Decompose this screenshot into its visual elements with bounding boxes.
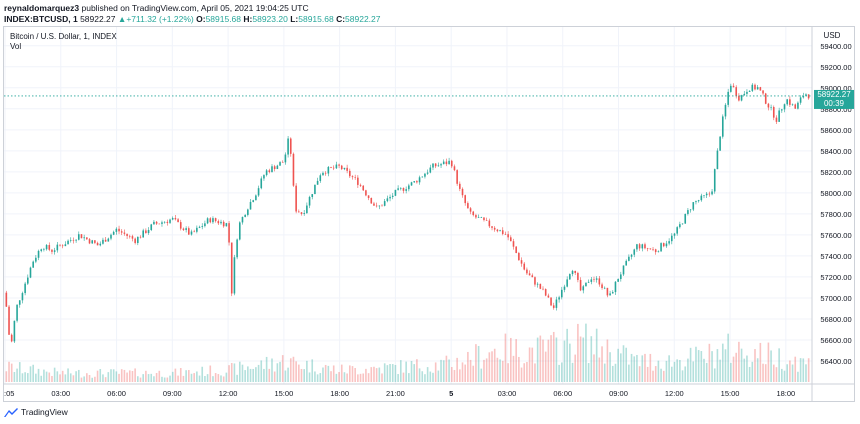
open-label: O: (196, 14, 206, 24)
tradingview-logo-text: TradingView (21, 407, 68, 417)
low-value: 58915.68 (298, 14, 334, 24)
close-value: 58922.27 (345, 14, 381, 24)
chart-frame[interactable] (3, 26, 855, 402)
open-value: 58915.68 (205, 14, 242, 24)
publish-info: published on TradingView.com, April 05, … (81, 3, 309, 13)
volume-indicator-label[interactable]: Vol (10, 42, 22, 51)
last-value: 58922.27 (80, 14, 116, 24)
low-label: L: (290, 14, 299, 24)
change-value: +711.32 (+1.22%) (126, 14, 194, 24)
high-value: 58923.20 (252, 14, 288, 24)
author-name[interactable]: reynaldomarquez3 (4, 3, 80, 13)
ohlc-line: INDEX:BTCUSD, 1 58922.27 ▲+711.32 (+1.22… (4, 14, 381, 24)
change-up-icon: ▲ (117, 14, 127, 24)
high-label: H: (243, 14, 253, 24)
publisher-line: reynaldomarquez3 published on TradingVie… (4, 3, 309, 13)
symbol: INDEX:BTCUSD, 1 (4, 14, 78, 24)
chart-title: Bitcoin / U.S. Dollar, 1, INDEX (10, 32, 117, 41)
tradingview-logo-icon (4, 407, 18, 417)
tradingview-logo[interactable]: TradingView (4, 407, 68, 417)
close-label: C: (336, 14, 346, 24)
